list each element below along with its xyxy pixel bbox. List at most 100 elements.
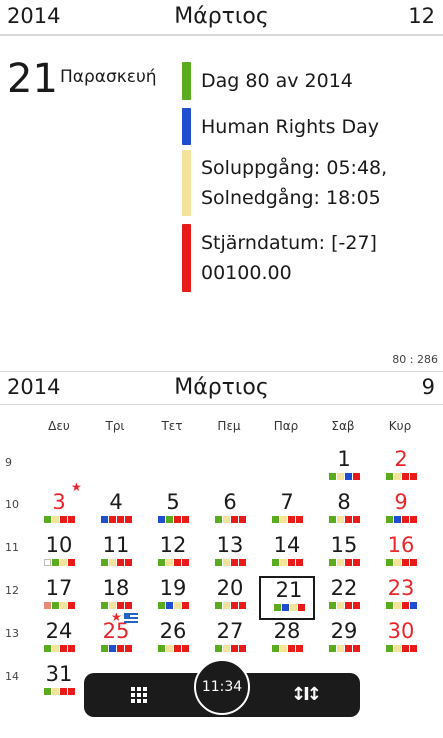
- event-dot: [116, 602, 124, 609]
- event-dot: [165, 516, 173, 523]
- event-sun[interactable]: Soluppgång: 05:48, Solnedgång: 18:05: [182, 150, 437, 216]
- day-cell[interactable]: 11: [88, 533, 144, 577]
- day-cell[interactable]: 27: [202, 619, 258, 663]
- day-cell[interactable]: 28: [259, 619, 315, 663]
- day-cell[interactable]: 19: [145, 576, 201, 620]
- day-cell[interactable]: 4: [88, 490, 144, 534]
- day-cell[interactable]: 31: [31, 662, 87, 706]
- day-number: 12: [159, 533, 187, 557]
- event-dot: [43, 602, 51, 609]
- grid-icon[interactable]: [131, 687, 147, 703]
- event-dot: [173, 559, 181, 566]
- day-cell[interactable]: 10: [31, 533, 87, 577]
- event-dot: [181, 645, 189, 652]
- event-dots: [202, 516, 258, 523]
- day-number: 9: [394, 490, 408, 514]
- event-dots: [316, 559, 372, 566]
- day-cell[interactable]: 22: [316, 576, 372, 620]
- event-dot: [108, 516, 116, 523]
- event-dot: [157, 645, 165, 652]
- week-number: 10: [5, 498, 19, 511]
- event-dot: [352, 602, 360, 609]
- day-number: 25: [102, 619, 130, 643]
- day-number: 24: [45, 619, 73, 643]
- day-number: 7: [280, 490, 294, 514]
- event-dot: [385, 516, 393, 523]
- settings-icon[interactable]: ↕I↕: [291, 684, 322, 705]
- event-dot: [393, 645, 401, 652]
- event-dot: [116, 559, 124, 566]
- event-dot: [393, 516, 401, 523]
- day-number: 5: [166, 490, 180, 514]
- day-cell[interactable]: 9: [373, 490, 429, 534]
- weekday-sat: Σαβ: [331, 419, 355, 433]
- event-dot: [336, 516, 344, 523]
- greek-flag-icon: [124, 613, 138, 623]
- day-cell[interactable]: 15: [316, 533, 372, 577]
- week-number: 9: [5, 456, 12, 469]
- day-cell[interactable]: 17: [31, 576, 87, 620]
- event-dot: [401, 559, 409, 566]
- event-dot: [157, 559, 165, 566]
- event-dots: [259, 559, 315, 566]
- event-dot: [271, 645, 279, 652]
- event-dot: [297, 604, 305, 611]
- day-counter: 80 : 286: [392, 353, 438, 366]
- event-dot: [214, 559, 222, 566]
- event-dot: [328, 559, 336, 566]
- day-cell[interactable]: 14: [259, 533, 315, 577]
- event-dot: [287, 516, 295, 523]
- day-cell[interactable]: 3: [31, 490, 87, 534]
- event-dot: [67, 645, 75, 652]
- event-dot: [165, 602, 173, 609]
- day-cell[interactable]: 6: [202, 490, 258, 534]
- event-dot: [295, 516, 303, 523]
- day-cell[interactable]: 24: [31, 619, 87, 663]
- day-cell[interactable]: 26: [145, 619, 201, 663]
- day-cell[interactable]: 5: [145, 490, 201, 534]
- event-day-of-year[interactable]: Dag 80 av 2014: [182, 62, 437, 100]
- event-dot: [409, 559, 417, 566]
- day-cell[interactable]: 16: [373, 533, 429, 577]
- day-cell[interactable]: 1: [316, 447, 372, 491]
- event-dot: [271, 516, 279, 523]
- day-cell[interactable]: 7: [259, 490, 315, 534]
- calendar-header-year: 2014: [7, 375, 61, 399]
- event-dot: [287, 645, 295, 652]
- event-dot: [336, 602, 344, 609]
- day-cell[interactable]: 12: [145, 533, 201, 577]
- day-cell[interactable]: 8: [316, 490, 372, 534]
- event-dot: [157, 516, 165, 523]
- event-dot: [214, 516, 222, 523]
- day-cell[interactable]: 29: [316, 619, 372, 663]
- day-cell[interactable]: 23: [373, 576, 429, 620]
- event-dot: [43, 516, 51, 523]
- day-number: 27: [216, 619, 244, 643]
- event-text: Soluppgång: 05:48, Solnedgång: 18:05: [201, 157, 388, 209]
- day-number: 22: [330, 576, 358, 600]
- event-dots: [88, 602, 144, 609]
- event-dot: [344, 602, 352, 609]
- event-dot: [401, 602, 409, 609]
- day-number: 28: [273, 619, 301, 643]
- event-holiday[interactable]: Human Rights Day: [182, 108, 437, 145]
- event-dot: [385, 602, 393, 609]
- event-dots: [88, 559, 144, 566]
- day-number: 15: [330, 533, 358, 557]
- day-cell[interactable]: 18: [88, 576, 144, 620]
- day-cell[interactable]: 25: [88, 619, 144, 663]
- weekday-fri: Παρ: [273, 419, 299, 433]
- event-dots: [316, 602, 372, 609]
- day-cell[interactable]: 30: [373, 619, 429, 663]
- event-dot: [173, 602, 181, 609]
- day-number: 8: [337, 490, 351, 514]
- event-dot: [67, 602, 75, 609]
- day-cell-today[interactable]: 21: [259, 576, 315, 620]
- day-cell[interactable]: 2: [373, 447, 429, 491]
- event-stardate[interactable]: Stjärndatum: [-27] 00100.00: [182, 224, 437, 292]
- event-dots: [145, 645, 201, 652]
- day-cell[interactable]: 13: [202, 533, 258, 577]
- day-cell[interactable]: 20: [202, 576, 258, 620]
- day-number: 1: [337, 447, 351, 471]
- clock-button[interactable]: 11:34: [194, 659, 250, 715]
